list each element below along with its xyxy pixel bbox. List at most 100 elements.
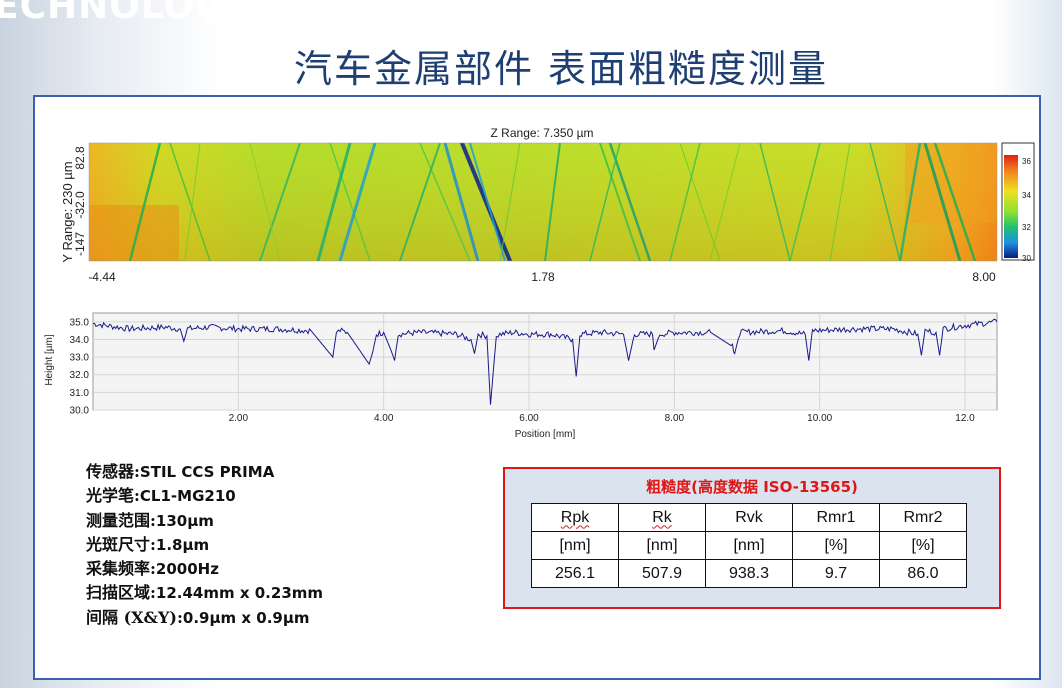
x-tick-label: 10.00	[807, 413, 832, 424]
roughness-title: 粗糙度(高度数据 ISO-13565)	[646, 478, 858, 496]
roughness-table: Rpk Rk Rvk Rmr1 Rmr2 [nm] [nm] [nm] [%] …	[531, 503, 967, 588]
value-cell: 507.9	[618, 559, 706, 588]
profile-y-label: Height [µm]	[44, 334, 55, 386]
table-row: Rpk Rk Rvk Rmr1 Rmr2	[531, 503, 967, 532]
surface-scratch	[259, 143, 301, 261]
header-cell: Rmr1	[792, 503, 880, 532]
map-x-tick: -4.44	[88, 270, 116, 284]
map-y-tick: -32.0	[73, 191, 87, 219]
value-cell: 256.1	[531, 559, 619, 588]
profile-grid	[93, 313, 997, 411]
x-tick-label: 8.00	[665, 413, 685, 424]
y-tick-label: 33.0	[70, 353, 90, 364]
header-cell: Rmr2	[879, 503, 967, 532]
surface-scratch	[128, 143, 162, 261]
sensor-specs: 传感器:STIL CCS PRIMA 光学笔:CL1-MG210 测量范围:13…	[86, 460, 323, 630]
roughness-panel: 粗糙度(高度数据 ISO-13565) Rpk Rk Rvk Rmr1 Rmr2…	[503, 467, 1001, 609]
spec-optical-pen: 光学笔:CL1-MG210	[86, 484, 323, 508]
y-range-ticks: 82.8 -32.0 -147	[73, 146, 87, 256]
spec-label: 传感器:	[86, 462, 140, 481]
surface-scratch	[759, 143, 791, 261]
profile-x-label: Position [mm]	[515, 429, 576, 440]
header-cell: Rvk	[705, 503, 793, 532]
surface-height-map	[89, 143, 997, 261]
spec-sample-rate: 采集频率:2000Hz	[86, 557, 323, 581]
surface-scratch	[608, 143, 652, 261]
surface-scratch	[169, 143, 211, 261]
spec-label: 光斑尺寸:	[86, 534, 156, 554]
surface-scratch	[923, 143, 962, 261]
spec-spot-size: 光斑尺寸:1.8µm	[86, 533, 323, 557]
unit-cell: [%]	[879, 531, 967, 560]
surface-scratch	[933, 143, 977, 261]
surface-scratch	[669, 143, 701, 261]
spec-value: 1.8µm	[155, 535, 210, 554]
y-tick-label: 35.0	[70, 317, 90, 328]
value-cell: 9.7	[792, 559, 880, 588]
profile-height-line	[92, 318, 998, 405]
unit-cell: [%]	[792, 531, 880, 560]
surface-scratch	[460, 143, 512, 261]
colorbar	[1004, 155, 1018, 258]
brand-watermark: ECHNOLOGY	[0, 0, 252, 27]
map-y-tick: 82.8	[73, 146, 87, 170]
surface-scratch	[898, 143, 922, 261]
map-y-tick: -147	[73, 232, 87, 256]
slide-title: 汽车金属部件 表面粗糙度测量	[293, 47, 829, 91]
unit-cell: [nm]	[618, 531, 706, 560]
surface-scratch	[869, 143, 901, 261]
spec-label: 间隔 (X&Y):	[86, 607, 183, 627]
surface-scratch	[544, 143, 561, 261]
unit-cell: [nm]	[531, 531, 619, 560]
x-tick-label: 4.00	[374, 413, 394, 424]
x-tick-label: 12.0	[955, 413, 975, 424]
colorbar-tick: 32	[1022, 223, 1031, 232]
y-range-label: Y Range: 230 µm	[60, 161, 75, 262]
spec-measure-range: 测量范围:130µm	[86, 509, 323, 533]
profile-plot-area	[92, 312, 998, 411]
colorbar-tick: 36	[1022, 157, 1031, 166]
surface-scratch	[419, 143, 471, 261]
table-row: [nm] [nm] [nm] [%] [%]	[531, 531, 967, 560]
spec-sensor: 传感器:STIL CCS PRIMA	[86, 460, 323, 484]
profile-x-ticks: 2.00 4.00 6.00 8.00 10.00 12.0	[229, 413, 976, 424]
surface-scratch	[469, 143, 506, 261]
surface-scratch	[589, 143, 621, 261]
colorbar-tick: 34	[1022, 191, 1031, 200]
spec-interval: 间隔 (X&Y):0.9µm x 0.9µm	[86, 606, 323, 630]
table-row: 256.1 507.9 938.3 9.7 86.0	[531, 559, 967, 588]
spec-value: CL1-MG210	[139, 487, 236, 506]
colorbar-ticks: 36 34 32 30	[1022, 157, 1031, 263]
spec-value: 130µm	[155, 511, 214, 530]
spec-value: STIL CCS PRIMA	[139, 463, 275, 481]
surface-scratch	[789, 143, 821, 261]
map-x-tick: 8.00	[972, 270, 996, 284]
y-tick-label: 34.0	[70, 335, 90, 346]
surface-scratch	[184, 143, 201, 261]
y-tick-label: 30.0	[70, 406, 90, 417]
profile-y-ticks: 35.0 34.0 33.0 32.0 31.0 30.0	[70, 317, 90, 416]
unit-cell: [nm]	[705, 531, 793, 560]
spec-value: 12.44mm x 0.23mm	[155, 584, 324, 603]
surface-scratch	[709, 143, 741, 261]
spec-value: 2000Hz	[155, 560, 219, 579]
y-tick-label: 32.0	[70, 370, 90, 381]
map-x-tick: 1.78	[531, 270, 555, 284]
x-tick-label: 2.00	[229, 413, 249, 424]
spec-label: 采集频率:	[86, 559, 156, 579]
spec-scan-area: 扫描区域:12.44mm x 0.23mm	[86, 581, 323, 605]
surface-scratch	[329, 143, 371, 261]
z-range-label: Z Range: 7.350 µm	[491, 126, 594, 140]
spec-label: 扫描区域:	[86, 583, 156, 603]
surface-scratch	[829, 143, 851, 261]
spec-label: 光学笔:	[86, 486, 140, 506]
x-tick-label: 6.00	[519, 413, 539, 424]
header-cell: Rpk	[531, 503, 619, 532]
surface-scratch	[443, 143, 480, 261]
surface-scratch	[399, 143, 441, 261]
y-tick-label: 31.0	[70, 388, 90, 399]
surface-scratch	[679, 143, 721, 261]
colorbar-tick: 30	[1022, 254, 1031, 263]
value-cell: 938.3	[705, 559, 793, 588]
